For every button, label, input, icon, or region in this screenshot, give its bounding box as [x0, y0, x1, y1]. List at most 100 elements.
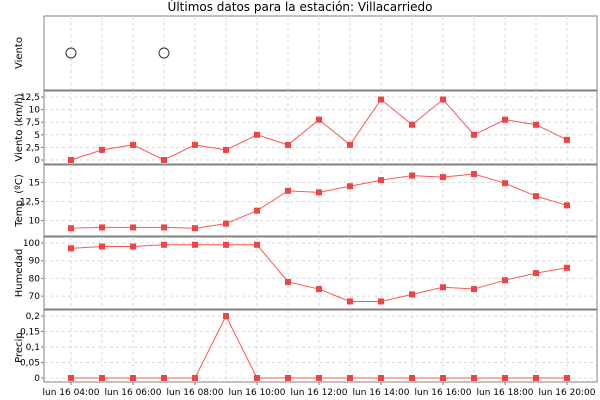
x-tick-label: lun 16 12:00 — [290, 388, 347, 398]
data-point-humedad — [502, 277, 508, 284]
data-point-viento — [285, 141, 291, 148]
data-point-temp — [223, 220, 229, 227]
data-point-precip — [409, 375, 415, 381]
y-tick-label-precip: 0,1 — [26, 343, 40, 353]
data-point-temp — [347, 183, 353, 190]
y-axis-label-humedad: Humedad — [14, 249, 25, 298]
data-point-humedad — [440, 284, 446, 291]
data-point-precip — [347, 375, 353, 381]
data-point-humedad — [192, 241, 198, 248]
data-point-temp — [502, 180, 508, 187]
data-point-humedad — [68, 245, 74, 252]
y-tick-label-temp: 10 — [29, 217, 41, 227]
data-point-temp — [378, 177, 384, 184]
data-point-humedad — [99, 243, 105, 250]
x-tick-label: lun 16 16:00 — [414, 388, 471, 398]
x-tick-label: lun 16 06:00 — [104, 388, 161, 398]
y-tick-label-precip: 0,05 — [20, 359, 40, 369]
data-point-temp — [161, 224, 167, 231]
data-point-humedad — [316, 286, 322, 293]
panel-frame-humedad — [43, 236, 598, 310]
data-point-precip — [533, 375, 539, 381]
y-tick-label-temp: 15 — [29, 178, 40, 188]
data-point-humedad — [409, 291, 415, 298]
y-tick-label-viento: 7,5 — [26, 118, 40, 128]
data-point-viento — [533, 121, 539, 128]
calm-circle-icon — [65, 47, 77, 59]
data-point-viento — [471, 131, 477, 138]
y-tick-label-viento: 2,5 — [26, 143, 40, 153]
data-point-humedad — [533, 270, 539, 277]
data-point-precip — [161, 375, 167, 381]
y-tick-label-humedad: 100 — [23, 239, 40, 249]
data-point-viento — [316, 116, 322, 123]
data-point-temp — [316, 189, 322, 196]
data-point-temp — [130, 224, 136, 231]
data-point-humedad — [564, 264, 570, 271]
x-tick-label: lun 16 10:00 — [228, 388, 285, 398]
data-point-precip — [68, 375, 74, 381]
panel-frame-viento-dir — [43, 15, 598, 91]
data-point-precip — [285, 375, 291, 381]
x-tick-label: lun 16 14:00 — [352, 388, 409, 398]
data-point-precip — [440, 375, 446, 381]
data-point-humedad — [254, 241, 260, 248]
data-point-temp — [254, 207, 260, 214]
data-point-humedad — [223, 241, 229, 248]
data-point-temp — [285, 187, 291, 194]
data-point-precip — [223, 313, 229, 319]
y-axis-label-precip: Precip. — [14, 329, 25, 363]
chart-title: Últimos datos para la estación: Villacar… — [167, 0, 433, 14]
y-tick-label-viento: 10 — [29, 106, 41, 116]
y-tick-label-humedad: 80 — [29, 274, 41, 284]
x-tick-label: lun 16 18:00 — [476, 388, 533, 398]
data-point-viento — [99, 146, 105, 153]
data-point-temp — [68, 225, 74, 232]
x-tick-label: lun 16 04:00 — [42, 388, 99, 398]
data-point-humedad — [378, 298, 384, 305]
panel-frame-viento — [43, 90, 598, 165]
y-tick-label-precip: 0,2 — [26, 312, 40, 322]
y-tick-label-viento: 0 — [34, 156, 40, 166]
data-point-viento — [502, 116, 508, 123]
data-point-temp — [471, 171, 477, 178]
data-point-humedad — [347, 298, 353, 305]
data-point-viento — [254, 131, 260, 138]
data-point-precip — [471, 375, 477, 381]
data-point-precip — [502, 375, 508, 381]
y-axis-label-viento: Viento (km/h) — [14, 93, 25, 161]
data-point-precip — [564, 375, 570, 381]
y-tick-label-viento: 5 — [34, 131, 40, 141]
data-point-viento — [130, 141, 136, 148]
data-point-humedad — [471, 286, 477, 293]
data-point-temp — [99, 224, 105, 231]
data-point-viento — [192, 141, 198, 148]
data-point-humedad — [285, 278, 291, 285]
data-point-viento — [223, 146, 229, 153]
y-tick-label-viento: 12,5 — [20, 93, 40, 103]
data-point-precip — [130, 375, 136, 381]
data-point-precip — [254, 375, 260, 381]
data-point-viento — [161, 157, 167, 163]
data-point-humedad — [130, 243, 136, 250]
calm-circle-icon — [158, 47, 170, 59]
y-axis-label-temp: Temp. (ºC) — [14, 174, 25, 228]
data-point-viento — [347, 141, 353, 148]
y-tick-label-precip: 0,15 — [20, 328, 40, 338]
data-point-temp — [409, 172, 415, 179]
data-point-precip — [192, 375, 198, 381]
data-point-humedad — [161, 241, 167, 248]
panel-frame-precip — [43, 309, 598, 383]
data-point-viento — [409, 121, 415, 128]
data-point-temp — [564, 202, 570, 209]
y-tick-label-precip: 0 — [34, 374, 40, 384]
x-tick-label: lun 16 08:00 — [166, 388, 223, 398]
data-point-viento — [440, 96, 446, 103]
data-point-temp — [440, 174, 446, 181]
y-tick-label-humedad: 70 — [29, 292, 41, 302]
panel-frame-temp — [43, 164, 598, 237]
data-point-precip — [99, 375, 105, 381]
data-point-temp — [533, 193, 539, 200]
data-point-precip — [316, 375, 322, 381]
